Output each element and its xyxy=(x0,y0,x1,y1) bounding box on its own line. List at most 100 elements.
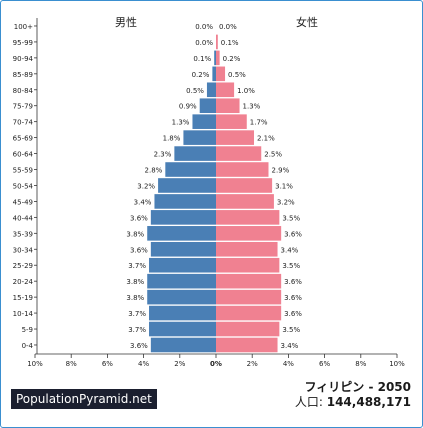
country-year: フィリピン - 2050 xyxy=(304,380,412,394)
female-bar[interactable] xyxy=(216,257,280,273)
female-bar[interactable] xyxy=(216,321,280,337)
male-value-label: 3.6% xyxy=(130,246,148,254)
female-title: 女性 xyxy=(296,15,318,29)
male-value-label: 2.8% xyxy=(145,167,163,175)
male-value-label: 0.9% xyxy=(179,103,197,111)
age-group-label: 80-84 xyxy=(13,87,34,95)
female-bar[interactable] xyxy=(216,130,255,145)
male-value-label: 3.8% xyxy=(126,294,144,302)
male-bar[interactable] xyxy=(150,337,216,353)
male-bar[interactable] xyxy=(192,114,216,129)
age-group-label: 45-49 xyxy=(13,198,33,206)
male-value-label: 3.7% xyxy=(128,262,146,270)
population-total: 人口: 144,488,171 xyxy=(295,393,411,410)
male-value-label: 0.0% xyxy=(195,23,213,31)
x-tick-label: 2% xyxy=(174,360,185,368)
female-bar[interactable] xyxy=(216,34,218,50)
male-title: 男性 xyxy=(115,15,137,29)
female-value-label: 3.5% xyxy=(282,214,300,222)
male-bar[interactable] xyxy=(183,130,216,145)
male-bar[interactable] xyxy=(214,50,216,66)
female-value-label: 0.1% xyxy=(221,39,239,47)
female-bar[interactable] xyxy=(216,66,226,82)
male-bar[interactable] xyxy=(165,162,216,177)
age-group-label: 25-29 xyxy=(13,262,33,270)
brand-badge[interactable]: PopulationPyramid.net xyxy=(11,389,157,409)
female-bar[interactable] xyxy=(216,226,282,241)
male-value-label: 3.8% xyxy=(126,278,144,286)
age-group-label: 60-64 xyxy=(13,151,34,159)
male-value-label: 3.7% xyxy=(128,310,146,318)
male-bar[interactable] xyxy=(149,257,216,273)
female-value-label: 2.5% xyxy=(264,151,282,159)
x-tick-label: 4% xyxy=(138,360,149,368)
female-value-label: 1.3% xyxy=(243,103,261,111)
female-bar[interactable] xyxy=(216,305,282,321)
female-bar[interactable] xyxy=(216,162,269,177)
female-bar[interactable] xyxy=(216,146,262,161)
age-group-label: 55-59 xyxy=(13,167,33,175)
x-tick-label: 10% xyxy=(389,360,405,368)
female-bar[interactable] xyxy=(216,194,274,209)
male-bar[interactable] xyxy=(149,305,216,321)
female-bar[interactable] xyxy=(216,273,282,289)
female-bar[interactable] xyxy=(216,337,278,353)
x-tick-label: 8% xyxy=(66,360,77,368)
age-group-label: 95-99 xyxy=(13,39,33,47)
x-tick-label: 8% xyxy=(355,360,366,368)
male-value-label: 3.6% xyxy=(130,214,148,222)
male-value-label: 3.2% xyxy=(137,182,155,190)
age-group-label: 65-69 xyxy=(13,135,33,143)
male-bar[interactable] xyxy=(199,98,216,114)
population-value: 144,488,171 xyxy=(326,395,411,409)
population-label: 人口: xyxy=(294,395,323,409)
male-bar[interactable] xyxy=(206,82,216,98)
female-bar[interactable] xyxy=(216,82,235,98)
x-tick-label: 0% xyxy=(210,360,222,368)
male-value-label: 1.3% xyxy=(172,119,190,127)
female-value-label: 3.5% xyxy=(282,326,300,334)
x-tick-label: 2% xyxy=(247,360,258,368)
male-bar[interactable] xyxy=(158,178,216,193)
female-value-label: 2.1% xyxy=(257,135,275,143)
male-bar[interactable] xyxy=(147,226,216,241)
female-bar[interactable] xyxy=(216,289,282,305)
male-bar[interactable] xyxy=(212,66,216,82)
age-group-label: 20-24 xyxy=(13,278,34,286)
female-bar[interactable] xyxy=(216,114,247,129)
male-bar[interactable] xyxy=(147,273,216,289)
male-value-label: 3.7% xyxy=(128,326,146,334)
female-value-label: 3.1% xyxy=(275,182,293,190)
female-bar[interactable] xyxy=(216,50,220,66)
female-value-label: 1.7% xyxy=(250,119,268,127)
male-value-label: 3.6% xyxy=(130,342,148,350)
male-bar[interactable] xyxy=(147,289,216,305)
female-bar[interactable] xyxy=(216,98,240,114)
age-group-label: 85-89 xyxy=(13,71,33,79)
age-group-label: 5-9 xyxy=(22,326,33,334)
age-group-label: 70-74 xyxy=(13,119,34,127)
age-group-label: 0-4 xyxy=(22,342,34,350)
female-value-label: 3.5% xyxy=(282,262,300,270)
x-tick-label: 4% xyxy=(283,360,294,368)
male-bar[interactable] xyxy=(149,321,216,337)
female-value-label: 3.4% xyxy=(281,342,299,350)
male-value-label: 1.8% xyxy=(163,135,181,143)
age-group-label: 35-39 xyxy=(13,230,33,238)
x-tick-label: 10% xyxy=(27,360,43,368)
age-group-label: 10-14 xyxy=(13,310,34,318)
male-value-label: 0.1% xyxy=(193,55,211,63)
female-bar[interactable] xyxy=(216,241,278,257)
female-value-label: 3.4% xyxy=(281,246,299,254)
male-bar[interactable] xyxy=(154,194,216,209)
male-bar[interactable] xyxy=(150,241,216,257)
male-bar[interactable] xyxy=(150,210,216,225)
female-value-label: 3.2% xyxy=(277,198,295,206)
age-group-label: 15-19 xyxy=(13,294,33,302)
female-value-label: 2.9% xyxy=(271,167,289,175)
age-group-label: 50-54 xyxy=(13,182,34,190)
female-bar[interactable] xyxy=(216,210,280,225)
female-bar[interactable] xyxy=(216,178,273,193)
male-value-label: 0.5% xyxy=(186,87,204,95)
male-bar[interactable] xyxy=(174,146,216,161)
